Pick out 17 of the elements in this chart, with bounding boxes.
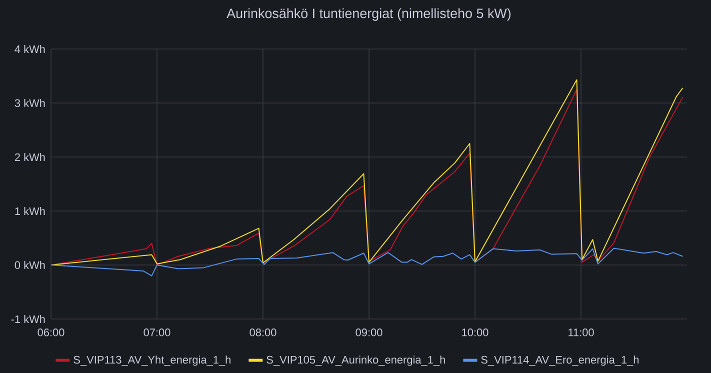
line-series [51, 248, 684, 276]
x-tick-label: 06:00 [38, 328, 64, 336]
y-tick-label: 0 kWh [14, 260, 45, 270]
legend-label: S_VIP114_AV_Ero_energia_1_h [481, 356, 639, 366]
y-tick-label: -1 kWh [11, 315, 45, 323]
x-tick-label: 11:00 [568, 328, 594, 336]
x-tick-label: 07:00 [144, 328, 170, 336]
x-tick-label: 09:00 [356, 328, 382, 336]
y-tick-label: 3 kWh [14, 98, 45, 108]
y-tick-label: 2 kWh [14, 153, 45, 161]
y-tick-label: 1 kWh [15, 207, 45, 215]
legend-label: S_VIP113_AV_Yht_energia_1_h [74, 356, 230, 366]
chart-title: Aurinkosähkö I tuntienergiat (nimellisteho 5 kW) [226, 8, 511, 21]
legend-label: S_VIP105_AV_Aurinko_energia_1_h [266, 356, 445, 366]
x-tick-label: 10:00 [462, 328, 488, 336]
x-tick-label: 08:00 [250, 328, 276, 336]
y-tick-label: 4 kWh [14, 45, 45, 53]
